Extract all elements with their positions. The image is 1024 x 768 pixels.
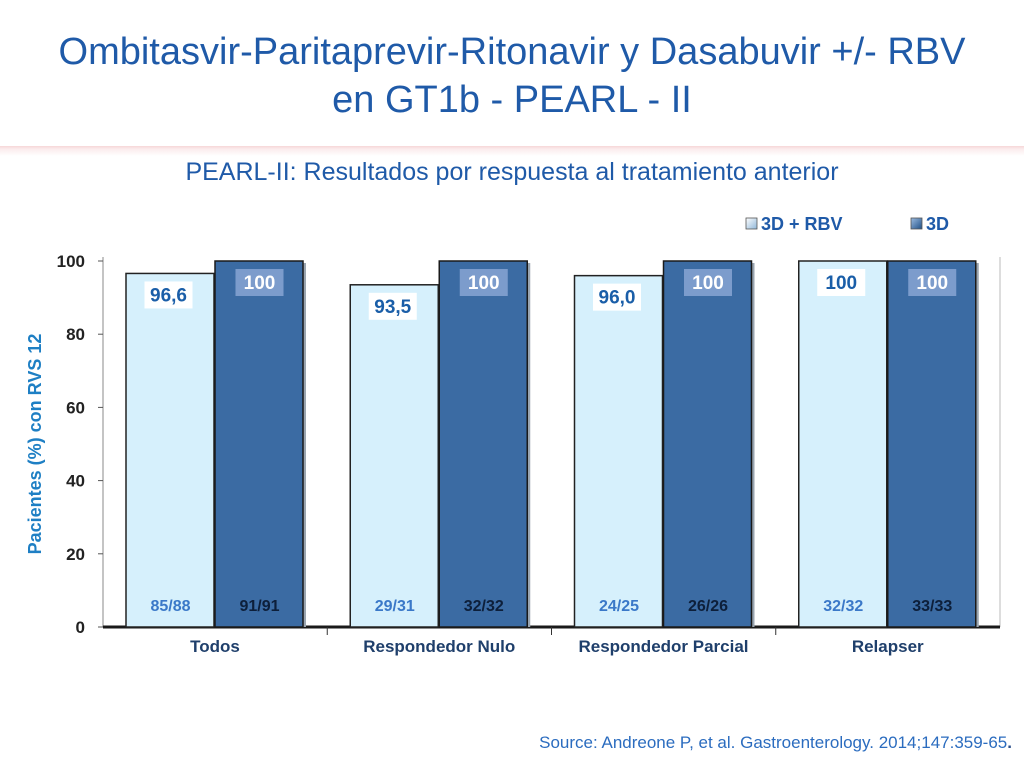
data-label: 100 bbox=[244, 273, 276, 294]
source-citation: Source: Andreone P, et al. Gastroenterol… bbox=[539, 733, 1012, 753]
sample-size-label: 85/88 bbox=[150, 598, 190, 615]
legend-label: 3D bbox=[926, 214, 949, 234]
subtitle-band bbox=[0, 146, 1024, 196]
sample-size-label: 29/31 bbox=[375, 598, 415, 615]
data-label-box bbox=[817, 269, 866, 296]
bar-shadow bbox=[974, 263, 979, 627]
x-tick-label: Respondedor Nulo bbox=[363, 637, 515, 656]
y-axis-label: Pacientes (%) con RVS 12 bbox=[25, 334, 45, 555]
bar-shadow bbox=[750, 263, 755, 627]
sample-size-label: 91/91 bbox=[239, 598, 279, 615]
data-label-box bbox=[235, 269, 284, 296]
bar bbox=[438, 260, 528, 628]
data-label: 100 bbox=[468, 273, 500, 294]
source-text: Source: Andreone P, et al. Gastroenterol… bbox=[539, 733, 1008, 752]
chart-subtitle: PEARL-II: Resultados por respuesta al tr… bbox=[185, 158, 839, 186]
slide-title-line-2: en GT1b - PEARL - II bbox=[332, 79, 692, 121]
legend-label: 3D + RBV bbox=[761, 214, 843, 234]
source-end: . bbox=[1007, 733, 1012, 752]
data-label-box bbox=[593, 283, 641, 311]
bar bbox=[125, 272, 215, 628]
y-tick-label: 60 bbox=[66, 398, 85, 417]
data-label-box bbox=[368, 292, 417, 320]
bar-shadow bbox=[526, 263, 531, 627]
data-label-box bbox=[908, 269, 957, 296]
y-tick-label: 20 bbox=[66, 545, 85, 564]
bar bbox=[887, 260, 977, 628]
data-label: 96,0 bbox=[599, 288, 636, 309]
x-tick-label: Relapser bbox=[852, 637, 924, 656]
bar-shadow bbox=[302, 263, 306, 627]
sample-size-label: 24/25 bbox=[599, 598, 639, 615]
chart-plot-area: 0 20 40 60 80 100 Pacientes (%) con RVS 12 96,6… bbox=[25, 214, 1001, 656]
data-label-box bbox=[459, 269, 508, 296]
data-label-box bbox=[144, 281, 193, 309]
slide-title-line-1: Ombitasvir-Paritaprevir-Ritonavir y Dasa… bbox=[58, 31, 966, 73]
bar bbox=[798, 260, 888, 628]
x-tick-label: Todos bbox=[190, 637, 240, 656]
y-tick-label: 80 bbox=[66, 325, 85, 344]
bar bbox=[573, 274, 664, 628]
y-tick-label: 100 bbox=[57, 252, 85, 271]
data-label-box bbox=[684, 269, 732, 296]
sample-size-label: 32/32 bbox=[464, 598, 504, 615]
bar-chart: 0 20 40 60 80 100 Pacientes (%) con RVS 12 96,6… bbox=[25, 214, 1001, 656]
legend-swatch bbox=[745, 217, 758, 230]
bar bbox=[214, 260, 304, 628]
sample-size-label: 26/26 bbox=[688, 598, 728, 615]
bar bbox=[662, 260, 753, 628]
bar bbox=[349, 284, 439, 628]
slide-title: Ombitasvir-Paritaprevir-Ritonavir y Dasa… bbox=[0, 28, 1024, 124]
data-label: 100 bbox=[825, 273, 857, 294]
data-label: 96,6 bbox=[150, 285, 187, 306]
data-label: 100 bbox=[692, 273, 724, 294]
data-label: 100 bbox=[916, 273, 948, 294]
sample-size-label: 32/32 bbox=[823, 598, 863, 615]
legend-swatch bbox=[910, 217, 923, 230]
x-tick-label: Respondedor Parcial bbox=[578, 637, 748, 656]
sample-size-label: 33/33 bbox=[912, 598, 952, 615]
data-label: 93,5 bbox=[374, 297, 411, 318]
y-tick-label: 40 bbox=[66, 472, 85, 491]
y-tick-label: 0 bbox=[76, 618, 85, 637]
